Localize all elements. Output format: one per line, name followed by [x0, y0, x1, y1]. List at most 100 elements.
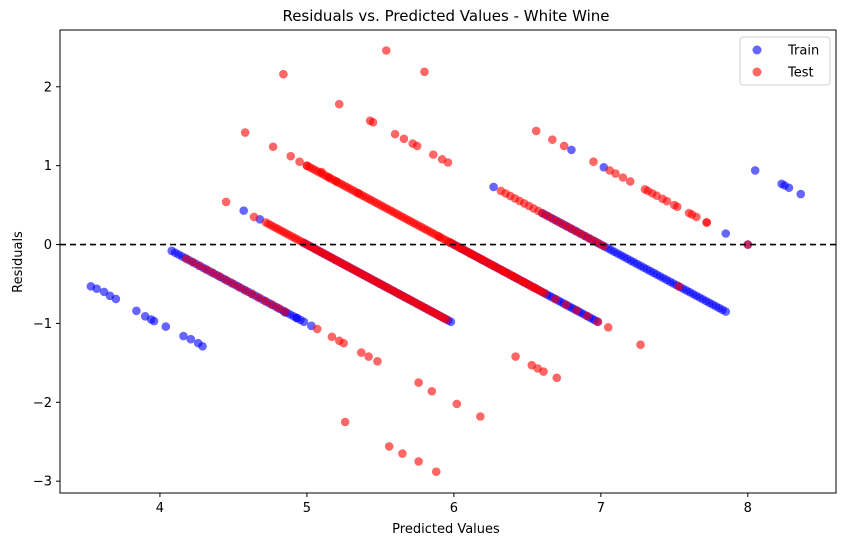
data-point [567, 145, 576, 155]
data-point [519, 277, 528, 287]
data-point [539, 367, 548, 376]
data-point [670, 200, 679, 210]
data-point [381, 46, 391, 55]
data-point [240, 128, 250, 137]
data-point [599, 241, 609, 251]
data-point [443, 158, 453, 167]
data-point [531, 126, 541, 136]
data-point [179, 331, 188, 341]
data-point [188, 257, 198, 267]
data-point [354, 188, 363, 198]
data-point [420, 67, 429, 77]
data-point [487, 260, 497, 270]
data-point [552, 373, 562, 383]
data-point [228, 279, 237, 288]
data-point [721, 307, 731, 316]
legend-box [739, 36, 831, 86]
data-point [431, 467, 441, 477]
data-point [429, 150, 438, 159]
data-point [390, 129, 400, 139]
data-point [796, 189, 806, 199]
legend-label: Train [787, 44, 819, 59]
data-point [784, 183, 794, 193]
points-layer [86, 46, 806, 477]
data-point [327, 332, 337, 342]
data-point [221, 197, 231, 207]
data-point [476, 412, 485, 421]
data-point [414, 457, 423, 466]
data-point [399, 134, 409, 144]
data-point [247, 289, 257, 299]
data-point [452, 399, 462, 409]
data-point [340, 417, 350, 427]
x-axis-ticks: 4 5 6 7 8 [156, 493, 752, 516]
data-point [324, 173, 334, 182]
y-axis-label: Residuals [11, 231, 26, 293]
data-point [692, 212, 701, 222]
data-point [241, 286, 250, 295]
data-point [559, 141, 569, 151]
data-point [721, 229, 731, 238]
data-point [92, 284, 102, 294]
y-tick-label: −2 [33, 396, 52, 411]
series-test [182, 46, 753, 477]
x-tick-label: 7 [597, 501, 605, 516]
legend-label: Test [787, 66, 814, 81]
data-point [466, 249, 476, 258]
data-point [249, 212, 259, 222]
plot-area-frame [59, 29, 837, 494]
data-point [652, 191, 661, 200]
chart-title: Residuals vs. Predicted Values - White W… [282, 7, 609, 25]
data-point [356, 348, 366, 357]
data-point [299, 317, 309, 327]
data-point [332, 177, 341, 186]
data-point [214, 272, 224, 281]
data-point [149, 316, 159, 326]
x-tick-label: 4 [156, 501, 164, 516]
data-point [414, 378, 423, 387]
data-point [254, 293, 263, 302]
legend: Train Test [739, 36, 831, 86]
data-point [551, 294, 560, 304]
data-point [603, 323, 613, 332]
y-tick-label: 2 [44, 80, 52, 95]
legend-marker [752, 45, 762, 55]
data-point [198, 341, 207, 351]
data-point [477, 255, 486, 264]
data-point [111, 294, 121, 304]
data-point [589, 157, 598, 167]
data-point [302, 161, 312, 170]
data-point [662, 196, 672, 206]
data-point [280, 307, 290, 316]
data-point [498, 266, 507, 275]
data-point [582, 311, 592, 321]
data-point [743, 240, 753, 249]
data-point [456, 243, 465, 253]
data-point [312, 324, 322, 334]
data-point [572, 306, 581, 315]
data-point [636, 340, 645, 350]
data-point [427, 386, 437, 396]
y-tick-label: −3 [33, 475, 52, 490]
data-point [364, 352, 373, 361]
data-point [268, 142, 278, 152]
data-point [221, 275, 231, 285]
data-point [292, 313, 301, 323]
data-point [625, 177, 635, 186]
data-point [368, 117, 378, 127]
data-point [260, 296, 270, 306]
y-tick-label: 1 [44, 159, 52, 174]
data-point [373, 356, 382, 366]
data-point [750, 166, 760, 175]
data-point [489, 182, 498, 192]
data-point [434, 232, 444, 241]
data-point [195, 261, 204, 271]
data-point [561, 300, 571, 309]
y-tick-label: −1 [33, 317, 52, 332]
data-point [186, 334, 196, 344]
y-tick-label: 0 [44, 238, 52, 253]
data-point [295, 157, 304, 167]
data-point [182, 254, 191, 264]
legend-marker [752, 67, 762, 77]
